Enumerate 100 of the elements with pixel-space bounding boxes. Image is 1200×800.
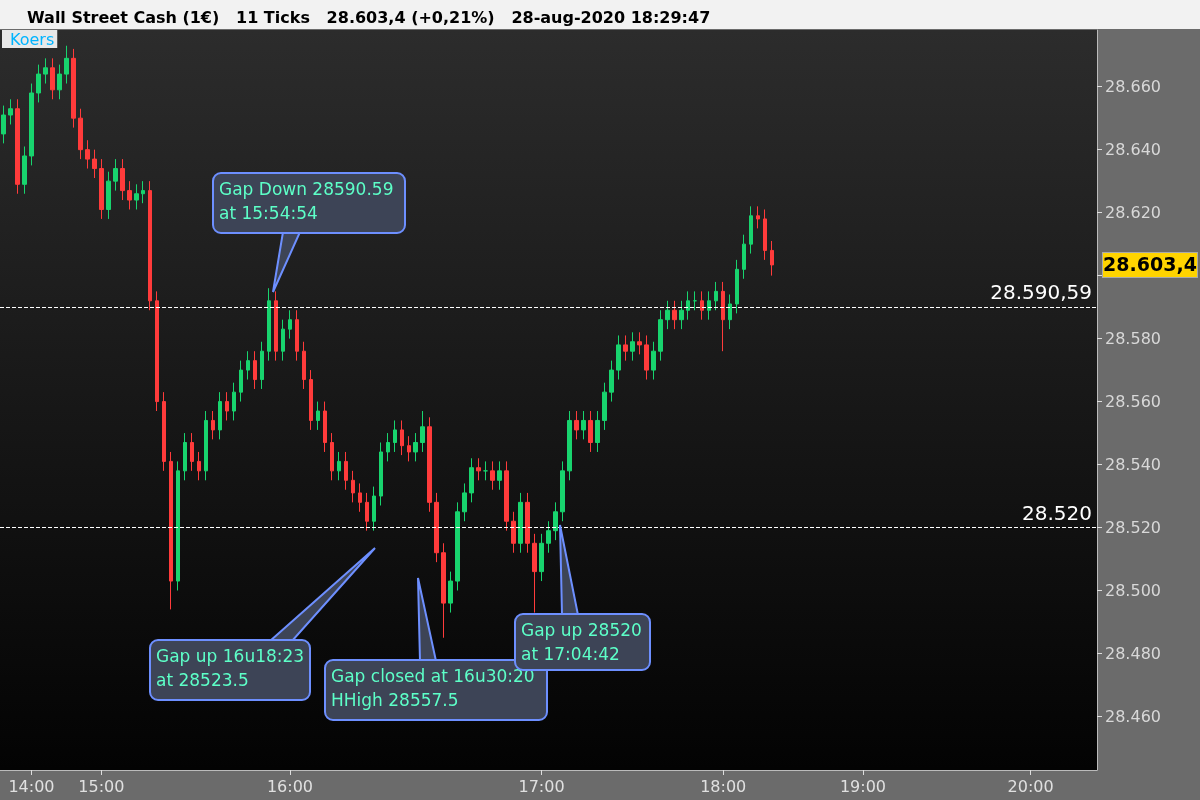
candlestick bbox=[602, 382, 607, 431]
candlestick bbox=[595, 410, 600, 453]
candlestick bbox=[372, 486, 376, 532]
candlestick bbox=[127, 180, 132, 210]
candlestick bbox=[36, 64, 41, 103]
candlestick bbox=[420, 410, 425, 453]
candlestick bbox=[427, 416, 432, 513]
candlestick bbox=[351, 470, 355, 503]
candlestick bbox=[204, 410, 208, 481]
x-tick-label: 20:00 bbox=[1007, 776, 1054, 796]
x-tick-label: 15:00 bbox=[78, 776, 125, 796]
candlestick bbox=[225, 391, 229, 421]
candlestick bbox=[43, 57, 48, 85]
candlestick bbox=[637, 331, 642, 355]
annotation: Gap Down 28590.59 at 15:54:54 bbox=[219, 179, 394, 223]
candlestick bbox=[232, 382, 236, 421]
candlestick bbox=[742, 234, 746, 280]
candlestick bbox=[490, 460, 495, 491]
candlestick bbox=[728, 294, 732, 330]
candlestick bbox=[50, 57, 55, 100]
candlestick bbox=[434, 492, 439, 563]
y-tick-label: 28.580 bbox=[1105, 329, 1161, 349]
y-tick-label: 28.540 bbox=[1105, 455, 1161, 475]
candlestick bbox=[134, 183, 139, 210]
candlestick bbox=[8, 98, 13, 125]
candlestick bbox=[609, 360, 614, 403]
text: 28.603,4 bbox=[1102, 251, 1198, 278]
candlestick bbox=[686, 290, 690, 321]
chart-title: Wall Street Cash (1€) 11 Ticks 28.603,4 (+0,21%) 28-aug-2020 18:29:47 bbox=[27, 7, 711, 27]
candlestick bbox=[553, 501, 558, 541]
candlestick bbox=[770, 240, 774, 277]
x-tick-label: 17:00 bbox=[518, 776, 565, 796]
y-tick-label: 28.460 bbox=[1105, 706, 1161, 726]
candlestick bbox=[511, 511, 516, 554]
candlestick bbox=[295, 309, 299, 362]
candlestick bbox=[581, 410, 586, 440]
candlestick bbox=[560, 460, 565, 522]
candlestick bbox=[379, 442, 383, 506]
candlestick bbox=[756, 205, 760, 229]
candlestick bbox=[665, 300, 670, 330]
candlestick bbox=[455, 501, 460, 592]
candlestick bbox=[211, 410, 215, 440]
candlestick bbox=[316, 401, 320, 431]
candlestick bbox=[546, 520, 551, 554]
candlestick bbox=[64, 45, 69, 85]
candlestick bbox=[469, 457, 474, 503]
candlestick bbox=[190, 432, 194, 472]
candlestick bbox=[71, 48, 76, 129]
candlestick bbox=[176, 460, 180, 592]
candlestick bbox=[651, 341, 656, 381]
candlestick bbox=[679, 300, 684, 330]
candlestick bbox=[616, 334, 621, 381]
y-tick-label: 28.480 bbox=[1105, 643, 1161, 663]
candlestick bbox=[337, 451, 341, 481]
candlestick bbox=[344, 451, 348, 491]
candlestick bbox=[448, 571, 453, 614]
candlestick bbox=[267, 287, 271, 362]
candlestick bbox=[672, 300, 677, 330]
candlestick bbox=[92, 149, 97, 179]
candlestick bbox=[407, 435, 411, 462]
candlestick bbox=[99, 158, 104, 220]
annotation: Gap up 16u18:23 at 28523.5 bbox=[156, 646, 305, 690]
candlestick bbox=[197, 451, 201, 481]
x-tick-label: 18:00 bbox=[700, 776, 747, 796]
x-tick-label: 16:00 bbox=[266, 776, 314, 796]
candlestick bbox=[658, 309, 663, 362]
candlestick bbox=[281, 319, 285, 362]
y-tick-label: 28.640 bbox=[1105, 140, 1161, 160]
candlestick bbox=[700, 290, 704, 321]
annotation: Gap up 28520 at 17:04:42 bbox=[521, 620, 642, 664]
candlestick bbox=[323, 401, 327, 453]
y-tick-label: 28.560 bbox=[1105, 392, 1161, 412]
candlestick bbox=[763, 208, 767, 261]
candlestick bbox=[413, 432, 418, 462]
candlestick bbox=[721, 281, 725, 352]
candlestick bbox=[309, 369, 313, 431]
y-tick-label: 28.520 bbox=[1105, 518, 1161, 538]
candlestick bbox=[525, 492, 530, 554]
candlestick bbox=[735, 259, 739, 314]
candlestick bbox=[518, 492, 523, 554]
candlestick bbox=[588, 410, 593, 453]
candlestick bbox=[365, 492, 369, 532]
annotation: Gap closed at 16u30:20 HHigh 28557.5 bbox=[331, 666, 535, 710]
candlestick bbox=[462, 482, 467, 522]
candlestick bbox=[623, 334, 628, 362]
candlestick bbox=[57, 64, 62, 100]
candlestick bbox=[239, 360, 243, 403]
candlestick bbox=[749, 205, 753, 255]
candlestick bbox=[113, 158, 118, 192]
candlestick bbox=[274, 290, 278, 362]
candlestick bbox=[218, 391, 222, 440]
x-tick-label: 14:00 bbox=[8, 776, 55, 796]
candlestick bbox=[246, 350, 250, 381]
ref-line-label: 28.520 bbox=[1022, 500, 1092, 525]
candlestick bbox=[644, 334, 649, 381]
candlestick bbox=[358, 482, 362, 513]
candlestick bbox=[441, 542, 446, 639]
candlestick bbox=[483, 460, 488, 481]
candlestick bbox=[574, 410, 579, 440]
candlestick bbox=[120, 158, 125, 201]
